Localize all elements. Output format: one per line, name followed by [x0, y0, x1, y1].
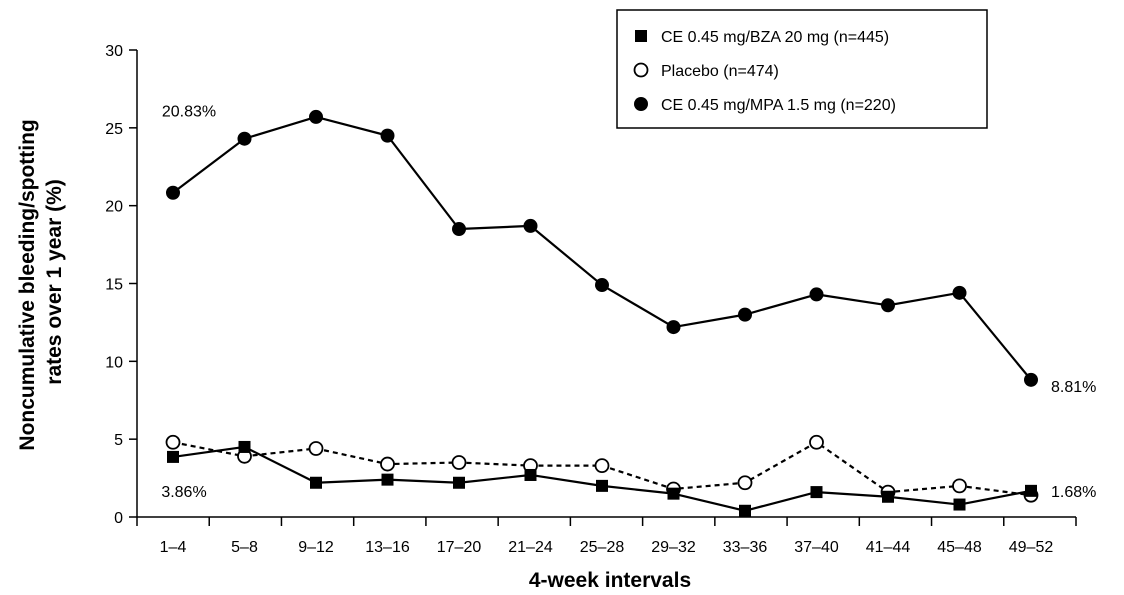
legend: CE 0.45 mg/BZA 20 mg (n=445) Placebo (n=4… [616, 9, 988, 129]
data-point [453, 476, 465, 489]
data-label: 8.81% [1051, 379, 1096, 396]
x-tick-label: 9–12 [298, 539, 334, 556]
annotations: 20.83% 3.86% 8.81% 1.68% [161, 104, 1096, 501]
y-axis-title-line-1: Noncumulative bleeding/spotting [16, 119, 39, 450]
x-tick-label: 5–8 [231, 539, 258, 556]
series-line [172, 445, 1032, 512]
data-point [667, 487, 680, 500]
data-label: 20.83% [162, 104, 216, 121]
data-point [308, 441, 324, 456]
x-axis-title: 4-week intervals [529, 569, 691, 592]
data-point [739, 504, 751, 517]
legend-label: CE 0.45 mg/MPA 1.5 mg (n=220) [661, 97, 896, 114]
y-tick-label: 20 [105, 199, 123, 216]
legend-marker [635, 30, 647, 42]
data-point [666, 320, 681, 335]
data-point [166, 185, 180, 200]
y-tick-label: 25 [105, 121, 123, 138]
axes: 0 5 10 15 20 25 30 1–4 5–8 9–12 13–16 17–20 21–24 25–… [105, 43, 1077, 556]
y-tick-label: 5 [114, 432, 123, 449]
y-axis-title-line-2: rates over 1 year (%) [43, 179, 66, 384]
data-point [595, 278, 609, 293]
data-point [380, 456, 395, 472]
data-point [381, 473, 394, 486]
legend-label: Placebo (n=474) [661, 63, 779, 80]
series-group [165, 109, 1039, 517]
data-point [523, 218, 538, 233]
x-tick-label: 21–24 [508, 539, 553, 556]
x-tick-label: 45–48 [937, 539, 982, 556]
legend-box [616, 9, 988, 129]
x-tick-label: 49–52 [1009, 539, 1054, 556]
data-point [165, 434, 181, 450]
data-point [451, 455, 467, 470]
legend-marker [633, 62, 649, 78]
data-point [881, 298, 895, 313]
y-axis-title: Noncumulative bleeding/spotting rates ov… [16, 113, 66, 450]
y-tick-label: 10 [105, 354, 123, 371]
data-point [237, 131, 252, 146]
y-tick-label: 15 [105, 277, 123, 294]
series-1 [167, 440, 1037, 517]
series-line [172, 115, 1032, 381]
data-point [380, 128, 395, 143]
data-point [809, 434, 824, 450]
data-point [810, 486, 823, 499]
data-point [310, 476, 322, 489]
x-tick-label: 37–40 [794, 539, 839, 556]
data-point [1024, 372, 1038, 387]
data-point [167, 450, 179, 463]
data-point [882, 490, 894, 503]
x-tick-label: 41–44 [866, 539, 911, 556]
series-3 [166, 109, 1038, 387]
x-tick-label: 1–4 [160, 539, 187, 556]
data-point [737, 475, 753, 491]
data-label: 1.68% [1051, 484, 1096, 501]
data-point [524, 468, 537, 481]
data-label: 3.86% [161, 484, 206, 501]
legend-label: CE 0.45 mg/BZA 20 mg (n=445) [661, 29, 889, 46]
data-point [809, 287, 824, 302]
data-point [1025, 484, 1037, 497]
data-point [596, 479, 608, 492]
data-point [452, 222, 466, 237]
legend-marker [634, 97, 648, 111]
data-point [594, 458, 610, 474]
x-tick-label: 25–28 [580, 539, 625, 556]
x-tick-label: 29–32 [651, 539, 696, 556]
y-tick-label: 0 [114, 510, 123, 527]
x-tick-label: 13–16 [365, 539, 410, 556]
data-point [953, 498, 966, 511]
data-point [952, 285, 967, 300]
data-point [238, 440, 251, 453]
data-point [309, 109, 323, 124]
data-point [738, 307, 752, 322]
data-point [952, 478, 967, 494]
x-tick-label: 17–20 [437, 539, 482, 556]
y-tick-label: 30 [105, 43, 123, 60]
x-tick-label: 33–36 [723, 539, 768, 556]
